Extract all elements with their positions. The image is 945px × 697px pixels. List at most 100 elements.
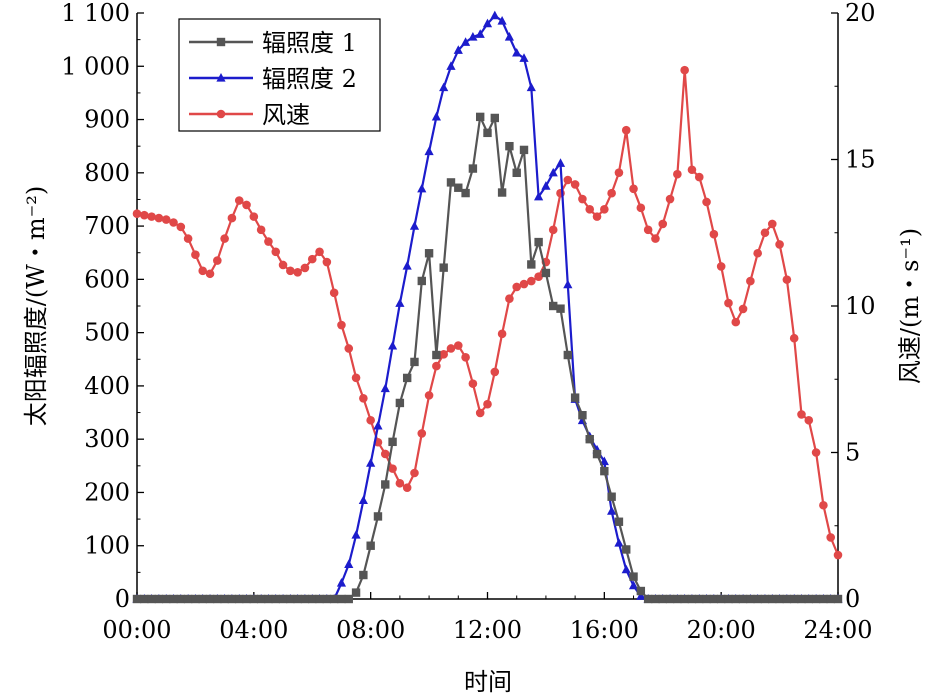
y-left-axis-ticks: 0 100 200 300 400 500 600 700 800 900 1 000 1 100 <box>61 0 144 613</box>
series-3-point <box>453 341 463 350</box>
series-3-point <box>527 276 536 286</box>
y-left-tick-label: 0 <box>115 585 130 613</box>
series-1-point <box>300 594 310 604</box>
series-1-point <box>592 449 602 459</box>
y-right-axis-title: 风速/(m・s⁻¹) <box>896 228 924 384</box>
series-1-point <box>417 276 426 286</box>
series-3-point <box>154 213 164 223</box>
series-2-point <box>366 458 376 467</box>
series-1-point <box>775 594 784 604</box>
series-3-point <box>497 329 507 339</box>
series-1-point <box>432 350 441 360</box>
series-1-point <box>512 168 521 178</box>
series-3-point <box>140 210 149 220</box>
series-1-point <box>271 594 280 604</box>
series-1-point <box>191 594 200 604</box>
series-layer <box>132 10 843 604</box>
series-1-point <box>329 594 339 604</box>
series-3-point <box>483 399 492 409</box>
series-2-point <box>504 31 515 41</box>
series-3-point <box>286 266 295 276</box>
series-1-point <box>132 594 142 604</box>
series-1-point <box>169 594 178 604</box>
series-1-point <box>519 145 529 155</box>
series-2-point <box>526 82 536 92</box>
series-3-point <box>264 237 273 246</box>
series-3-point <box>731 317 741 327</box>
x-axis-ticks: 00:00 04:00 08:00 12:00 16:00 20:00 24:00 <box>102 592 873 644</box>
series-3-point <box>490 367 500 377</box>
x-tick-label: 12:00 <box>453 616 522 644</box>
series-2-point <box>344 559 354 568</box>
y-left-tick-label: 800 <box>84 159 130 187</box>
series-3-point <box>709 229 719 239</box>
series-1-point <box>483 128 492 138</box>
series-3-point <box>629 184 638 194</box>
y-right-axis-ticks: 0 5 10 15 20 <box>831 0 876 613</box>
series-3-point <box>694 172 704 182</box>
series-3-point <box>366 415 375 425</box>
series-1-point <box>709 594 719 604</box>
series-1-point <box>731 594 740 604</box>
y-right-tick-label: 20 <box>845 0 876 27</box>
y-left-tick-label: 500 <box>84 319 130 347</box>
series-3-point <box>337 320 346 330</box>
series-3-point <box>607 188 616 198</box>
y-left-tick-label: 300 <box>84 425 130 453</box>
series-2-point <box>395 298 405 307</box>
series-3-point <box>804 415 814 425</box>
series-3-point <box>424 391 434 400</box>
series-1-point <box>746 594 755 604</box>
series-1-point <box>600 466 609 476</box>
series-1-point <box>811 594 821 604</box>
series-1-point <box>308 594 317 604</box>
series-2-point <box>548 167 558 177</box>
series-1-point <box>395 398 405 408</box>
series-2-point <box>497 15 507 25</box>
series-1-point <box>497 188 507 197</box>
series-1-point <box>446 178 456 187</box>
series-3-point <box>716 262 726 271</box>
legend-swatch-marker <box>216 109 226 119</box>
series-3-point <box>329 288 339 298</box>
series-3-point <box>643 225 653 235</box>
series-1-point <box>505 141 514 151</box>
series-3-point <box>585 205 595 214</box>
series-3-point <box>410 468 419 478</box>
series-1-point <box>636 586 646 596</box>
series-3-point <box>205 269 215 279</box>
series-1-point <box>804 594 813 604</box>
series-1-point <box>665 594 675 604</box>
series-1-point <box>402 373 412 383</box>
series-3-point <box>563 175 573 185</box>
series-1-point <box>651 594 660 604</box>
series-1-point <box>198 594 207 604</box>
series-3-point <box>432 361 441 371</box>
y-right-tick-label: 0 <box>845 585 860 613</box>
series-1-point <box>789 594 799 604</box>
series-3-point <box>183 234 193 243</box>
series-3-point <box>147 212 156 221</box>
series-1-point <box>819 594 828 604</box>
series-1-point <box>344 594 353 604</box>
series-3-point <box>132 209 142 219</box>
series-2-point <box>563 279 573 289</box>
series-1-point <box>213 594 222 604</box>
series-3-point <box>673 169 682 179</box>
series-3-point <box>242 200 251 210</box>
series-3-point <box>220 234 229 243</box>
series-3-point <box>475 408 485 418</box>
series-2-point <box>490 10 500 20</box>
series-3-point <box>249 212 259 221</box>
series-2-point <box>417 183 427 193</box>
series-1-point <box>249 594 259 604</box>
series-2-point <box>519 53 529 62</box>
series-2-point <box>636 591 646 600</box>
series-3-point <box>439 350 448 359</box>
series-1-point <box>439 263 448 272</box>
series-3-point <box>665 194 675 204</box>
legend-label: 风速 <box>262 101 310 129</box>
series-3-point <box>351 373 361 383</box>
series-1-point <box>205 594 215 604</box>
